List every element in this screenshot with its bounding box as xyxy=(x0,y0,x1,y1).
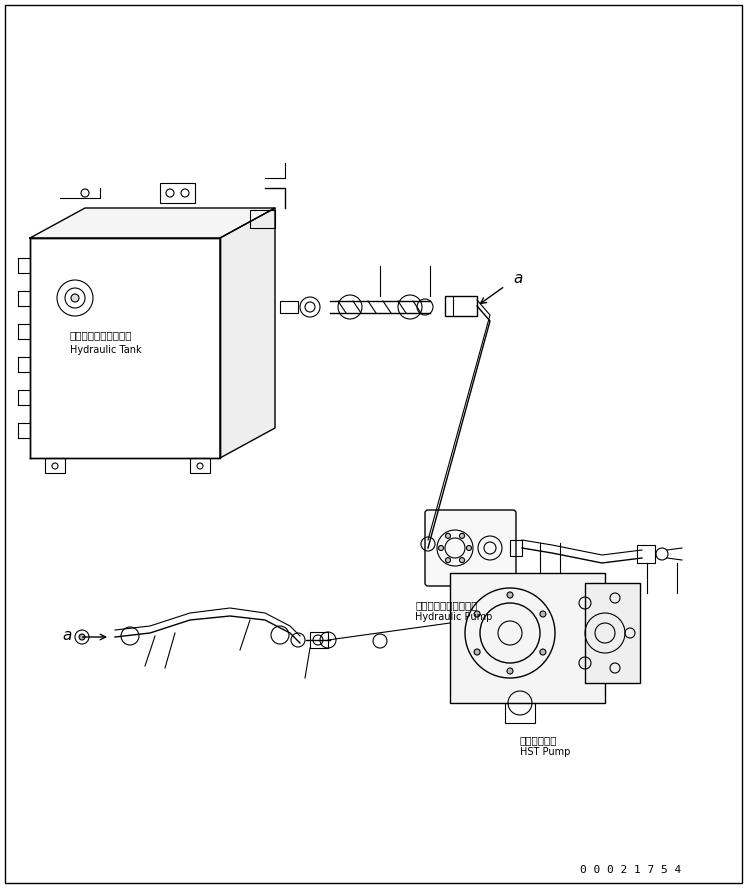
Circle shape xyxy=(540,611,546,617)
Text: ハイドロリックタンク: ハイドロリックタンク xyxy=(70,330,132,340)
Circle shape xyxy=(71,294,79,302)
Text: Hydraulic Pump: Hydraulic Pump xyxy=(415,612,492,622)
Bar xyxy=(510,540,522,556)
Circle shape xyxy=(459,558,465,563)
Circle shape xyxy=(507,668,513,674)
FancyBboxPatch shape xyxy=(425,510,516,586)
Polygon shape xyxy=(220,208,275,458)
Circle shape xyxy=(507,592,513,598)
Circle shape xyxy=(474,611,480,617)
Circle shape xyxy=(445,558,450,563)
Text: ＨＳＴポンプ: ＨＳＴポンプ xyxy=(520,735,557,745)
Bar xyxy=(160,183,195,203)
Text: a: a xyxy=(513,271,522,286)
Bar xyxy=(250,210,275,228)
Circle shape xyxy=(79,634,85,640)
Bar xyxy=(505,703,535,723)
Circle shape xyxy=(474,649,480,655)
Bar xyxy=(637,545,655,563)
Bar xyxy=(585,583,640,683)
Text: 0 0 0 2 1 7 5 4: 0 0 0 2 1 7 5 4 xyxy=(580,865,681,875)
Circle shape xyxy=(466,545,471,551)
Text: a: a xyxy=(62,628,72,643)
Polygon shape xyxy=(30,238,220,458)
Bar xyxy=(45,458,65,473)
Text: HST Pump: HST Pump xyxy=(520,747,571,757)
Circle shape xyxy=(445,534,450,538)
Bar xyxy=(310,632,328,648)
Text: Hydraulic Tank: Hydraulic Tank xyxy=(70,345,142,355)
Polygon shape xyxy=(30,208,275,238)
Circle shape xyxy=(540,649,546,655)
Circle shape xyxy=(438,545,444,551)
Bar xyxy=(445,296,477,316)
Text: ハイドロリックポンプ: ハイドロリックポンプ xyxy=(415,600,477,610)
Bar xyxy=(190,458,210,473)
Bar xyxy=(450,573,605,703)
Circle shape xyxy=(459,534,465,538)
Bar xyxy=(280,301,298,313)
